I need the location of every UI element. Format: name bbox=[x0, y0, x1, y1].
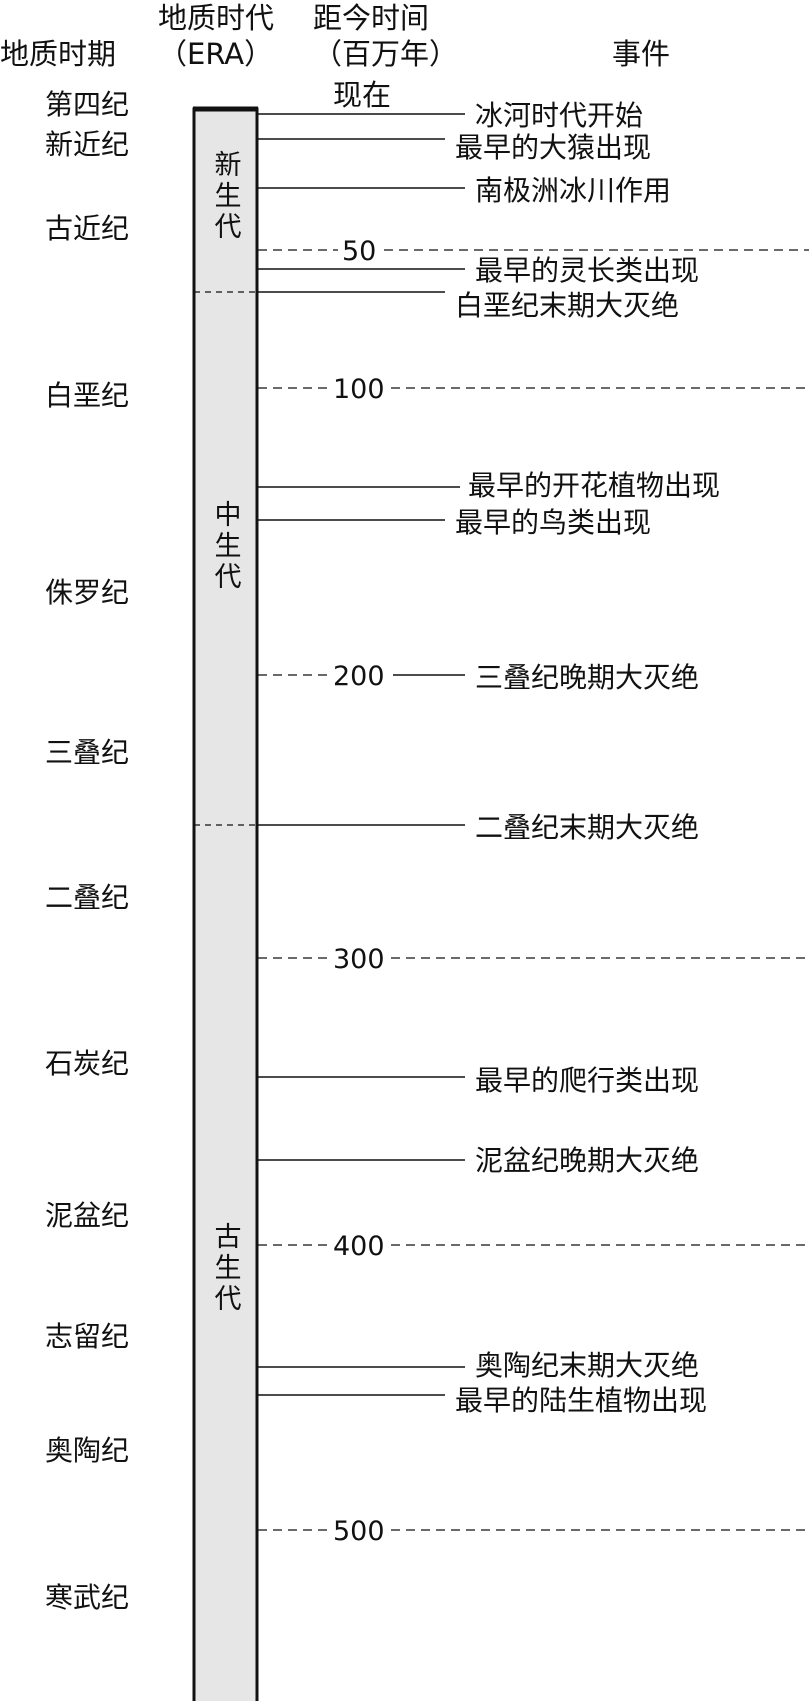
era-bar bbox=[192, 107, 259, 1701]
period-label: 三叠纪 bbox=[45, 736, 129, 769]
header-era: 地质时代 bbox=[158, 1, 274, 35]
period-label: 泥盆纪 bbox=[45, 1199, 129, 1232]
tick-label: 300 bbox=[333, 944, 385, 975]
era-label: 新生代 bbox=[210, 150, 242, 243]
event-label: 最早的爬行类出现 bbox=[475, 1064, 699, 1097]
era-label: 中生代 bbox=[210, 500, 242, 593]
header-now: 现在 bbox=[333, 78, 391, 112]
tick-label: 50 bbox=[342, 236, 376, 267]
event-label: 二叠纪末期大灭绝 bbox=[475, 811, 699, 844]
tick-label: 200 bbox=[333, 661, 385, 692]
event-label: 最早的灵长类出现 bbox=[475, 254, 699, 287]
tick-label: 400 bbox=[333, 1231, 385, 1262]
period-label: 寒武纪 bbox=[45, 1581, 129, 1614]
period-label: 石炭纪 bbox=[45, 1047, 129, 1080]
event-label: 最早的陆生植物出现 bbox=[455, 1384, 707, 1417]
era-label: 古生代 bbox=[210, 1222, 242, 1315]
period-label: 古近纪 bbox=[45, 212, 129, 245]
event-label: 最早的开花植物出现 bbox=[468, 469, 720, 502]
event-label: 冰河时代开始 bbox=[475, 99, 643, 132]
header-period: 地质时期 bbox=[0, 37, 116, 71]
tick-label: 500 bbox=[333, 1516, 385, 1547]
period-label: 侏罗纪 bbox=[45, 576, 129, 609]
header-time-unit: （百万年） bbox=[313, 37, 458, 71]
tick-label: 100 bbox=[333, 374, 385, 405]
event-label: 最早的鸟类出现 bbox=[455, 506, 651, 539]
period-label: 新近纪 bbox=[45, 128, 129, 161]
event-label: 最早的大猿出现 bbox=[455, 131, 651, 164]
period-label: 奥陶纪 bbox=[45, 1434, 129, 1467]
event-label: 奥陶纪末期大灭绝 bbox=[475, 1349, 699, 1382]
header-era-en: （ERA） bbox=[158, 37, 273, 71]
period-label: 志留纪 bbox=[45, 1320, 129, 1353]
header-time: 距今时间 bbox=[313, 1, 429, 35]
event-label: 三叠纪晚期大灭绝 bbox=[475, 661, 699, 694]
event-label: 南极洲冰川作用 bbox=[475, 174, 671, 207]
period-label: 第四纪 bbox=[45, 88, 129, 121]
header-events: 事件 bbox=[612, 37, 670, 71]
period-label: 白垩纪 bbox=[45, 379, 129, 412]
event-label: 泥盆纪晚期大灭绝 bbox=[475, 1144, 699, 1177]
period-label: 二叠纪 bbox=[45, 881, 129, 914]
event-label: 白垩纪末期大灭绝 bbox=[455, 289, 679, 322]
